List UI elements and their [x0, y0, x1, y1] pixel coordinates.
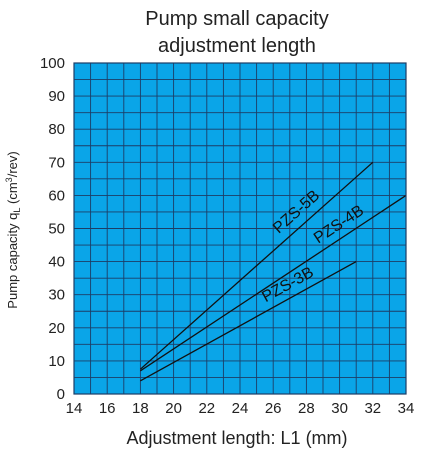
- y-axis-label-unit-end: /rev): [5, 151, 20, 177]
- y-tick-label: 60: [48, 187, 65, 204]
- y-axis-label: Pump capacity qL (cm3/rev): [4, 151, 22, 308]
- y-tick-label: 10: [48, 353, 65, 370]
- y-tick-label: 40: [48, 254, 65, 271]
- x-tick-label: 30: [331, 400, 348, 417]
- x-tick-label: 28: [298, 400, 315, 417]
- y-tick-label: 0: [57, 386, 65, 403]
- chart-title-line-1: Pump small capacity: [145, 8, 328, 30]
- x-tick-label: 14: [66, 400, 83, 417]
- series-line-pzs-5b: [139, 161, 374, 370]
- x-axis-ticks: 14 16 18 20 22 24 26 28 30 32 34: [66, 400, 415, 417]
- y-tick-label: 90: [48, 88, 65, 105]
- y-tick-label: 20: [48, 320, 65, 337]
- x-tick-label: 34: [398, 400, 415, 417]
- x-tick-label: 20: [165, 400, 182, 417]
- x-tick-label: 26: [265, 400, 282, 417]
- y-axis-label-unit-start: (cm: [5, 182, 20, 207]
- y-tick-label: 100: [40, 55, 65, 72]
- plot-frame: [73, 62, 407, 395]
- y-tick-label: 80: [48, 121, 65, 138]
- y-axis-label-main: Pump capacity q: [5, 213, 20, 309]
- x-tick-label: 24: [232, 400, 249, 417]
- y-tick-label: 30: [48, 287, 65, 304]
- y-axis-label-subscript: L: [12, 208, 22, 213]
- x-tick-label: 18: [132, 400, 149, 417]
- y-axis-ticks: 0 10 20 30 40 50 60 70 80 90 100: [40, 55, 65, 403]
- x-tick-label: 32: [364, 400, 381, 417]
- x-tick-label: 16: [99, 400, 116, 417]
- series-line-pzs-3b: [140, 261, 357, 382]
- y-axis-label-superscript: 3: [4, 177, 14, 182]
- x-tick-label: 22: [198, 400, 215, 417]
- y-tick-label: 70: [48, 154, 65, 171]
- chart-title-line-2: adjustment length: [158, 35, 316, 57]
- y-tick-label: 50: [48, 221, 65, 238]
- x-axis-label: Adjustment length: L1 (mm): [126, 428, 347, 448]
- series-line-pzs-4b: [140, 194, 407, 372]
